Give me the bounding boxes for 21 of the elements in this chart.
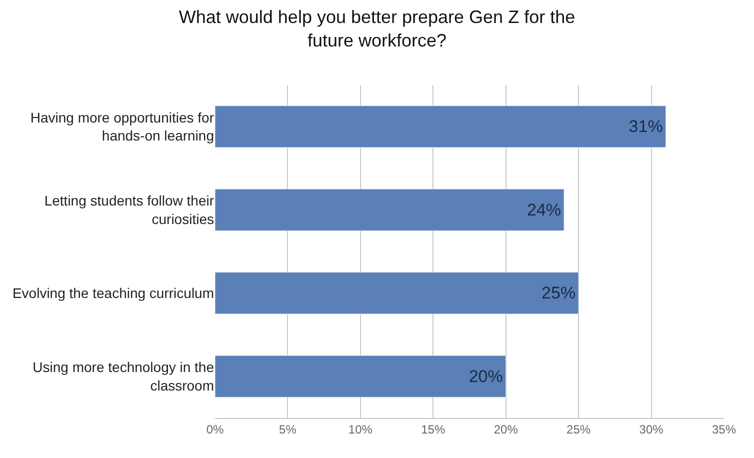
x-tick-label: 5%: [279, 422, 297, 436]
bar: [215, 106, 666, 148]
x-tick-label: 15%: [421, 422, 446, 436]
x-tick-label: 35%: [712, 422, 736, 436]
data-label: 31%: [628, 117, 663, 136]
x-tick-label: 25%: [566, 422, 591, 436]
bar: [215, 188, 564, 231]
data-label: 20%: [468, 366, 503, 386]
y-tick-label: Using more technology in the classroom: [32, 359, 214, 394]
data-label: 25%: [542, 284, 576, 303]
x-tick-label: 30%: [639, 422, 664, 436]
y-tick-label: Having more opportunities for hands-on learning: [30, 109, 214, 144]
x-tick-label: 20%: [494, 422, 518, 436]
x-tick-label: 0%: [206, 422, 224, 436]
x-tick-label: 10%: [348, 422, 373, 436]
data-label: 24%: [527, 200, 562, 220]
y-tick-label: Evolving the teaching curriculum: [12, 285, 214, 302]
bar: [215, 355, 506, 398]
y-tick-label: Letting students follow their curiosities: [44, 192, 214, 227]
chart-title: What would help you better prepare Gen Z for the future workforce?: [178, 6, 576, 50]
bar: [215, 272, 579, 314]
